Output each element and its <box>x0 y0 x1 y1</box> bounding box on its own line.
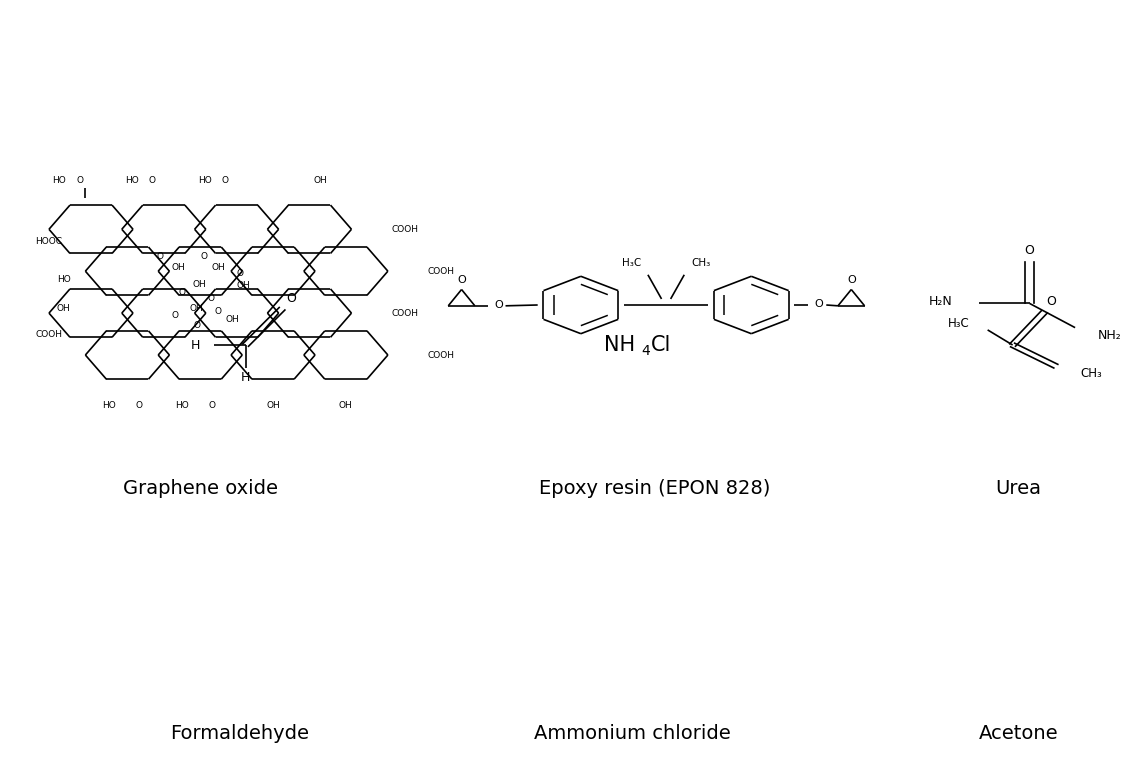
Text: COOH: COOH <box>392 225 418 233</box>
Text: O: O <box>149 176 156 185</box>
Text: COOH: COOH <box>427 350 454 359</box>
Text: OH: OH <box>192 280 206 289</box>
Text: OH: OH <box>267 401 280 410</box>
Text: COOH: COOH <box>392 309 418 318</box>
Text: COOH: COOH <box>427 267 454 276</box>
Text: O: O <box>194 321 200 330</box>
Text: O: O <box>208 401 215 410</box>
Text: CH₃: CH₃ <box>691 258 711 268</box>
Text: OH: OH <box>211 262 224 271</box>
Text: O: O <box>136 401 142 410</box>
Text: H: H <box>241 371 251 384</box>
Text: O: O <box>494 300 503 310</box>
Text: O: O <box>171 311 178 320</box>
Text: H₃C: H₃C <box>622 258 641 268</box>
Text: O: O <box>215 306 222 315</box>
Text: O: O <box>1025 244 1034 257</box>
Text: HO: HO <box>57 275 71 284</box>
Text: HO: HO <box>125 176 139 185</box>
Text: O: O <box>200 252 207 261</box>
Text: COOH: COOH <box>35 330 63 339</box>
Text: OH: OH <box>237 281 251 290</box>
Text: Urea: Urea <box>995 479 1041 498</box>
Text: HO: HO <box>175 401 189 410</box>
Text: HOOC: HOOC <box>35 237 63 246</box>
Text: NH₂: NH₂ <box>1098 329 1122 342</box>
Text: NH: NH <box>604 335 634 355</box>
Text: Ammonium chloride: Ammonium chloride <box>533 725 730 744</box>
Text: O: O <box>1047 295 1056 308</box>
Text: Epoxy resin (EPON 828): Epoxy resin (EPON 828) <box>539 479 770 498</box>
Text: Graphene oxide: Graphene oxide <box>123 479 278 498</box>
Text: O: O <box>222 176 229 185</box>
Text: OH: OH <box>57 305 71 313</box>
Text: Cl: Cl <box>652 335 672 355</box>
Text: Formaldehyde: Formaldehyde <box>171 725 310 744</box>
Text: O: O <box>847 275 855 286</box>
Text: O: O <box>76 176 83 185</box>
Text: O: O <box>207 294 214 303</box>
Text: O: O <box>814 299 822 309</box>
Text: O: O <box>286 292 296 305</box>
Text: O: O <box>157 252 164 261</box>
Text: H₂N: H₂N <box>928 295 952 308</box>
Text: H₃C: H₃C <box>948 318 969 330</box>
Text: O: O <box>237 269 244 277</box>
Text: H: H <box>191 339 200 352</box>
Text: O: O <box>179 287 186 296</box>
Text: OH: OH <box>314 176 328 185</box>
Text: OH: OH <box>189 305 203 313</box>
Text: Acetone: Acetone <box>978 725 1058 744</box>
Text: O: O <box>457 275 466 286</box>
Text: 4: 4 <box>641 344 650 358</box>
Text: HO: HO <box>103 401 116 410</box>
Text: OH: OH <box>339 401 353 410</box>
Text: HO: HO <box>52 176 66 185</box>
Text: OH: OH <box>226 315 239 324</box>
Text: CH₃: CH₃ <box>1081 367 1103 381</box>
Text: OH: OH <box>171 262 185 271</box>
Text: HO: HO <box>198 176 212 185</box>
